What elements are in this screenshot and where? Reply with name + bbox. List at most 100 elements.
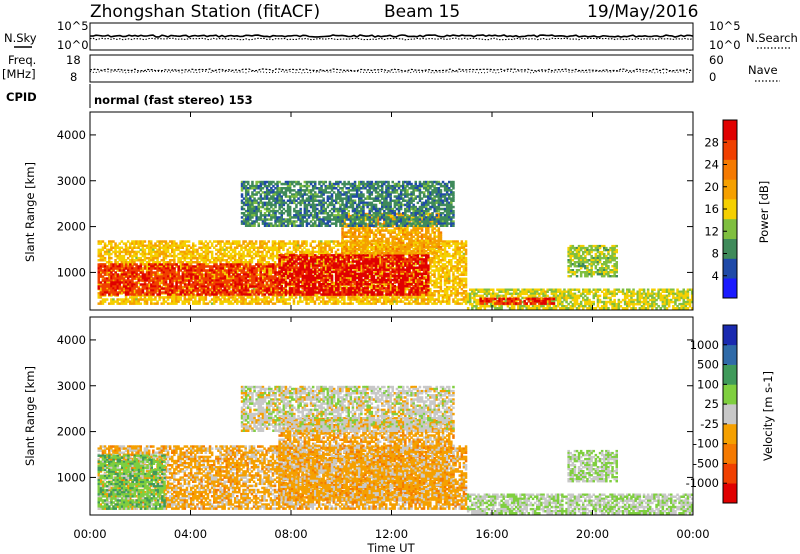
heatmap-cell	[110, 242, 113, 245]
heatmap-cell	[183, 242, 187, 245]
heatmap-cell	[269, 246, 273, 249]
heatmap-cell	[296, 246, 300, 249]
heatmap-cell	[429, 279, 432, 283]
heatmap-cell	[307, 259, 310, 262]
heatmap-cell	[368, 267, 371, 270]
heatmap-cell	[223, 293, 227, 296]
heatmap-cell	[233, 273, 237, 276]
heatmap-cell	[424, 302, 428, 305]
heatmap-cell	[99, 302, 103, 305]
heatmap-cell	[448, 298, 451, 301]
heatmap-cell	[450, 290, 453, 293]
heatmap-cell	[168, 252, 172, 256]
heatmap-cell	[282, 244, 285, 247]
heatmap-cell	[372, 256, 375, 260]
heatmap-cell	[412, 252, 415, 256]
heatmap-cell	[233, 254, 237, 258]
heatmap-cell	[269, 273, 273, 276]
heatmap-cell	[233, 252, 237, 256]
heatmap-cell	[162, 302, 166, 305]
heatmap-cell	[341, 265, 344, 268]
heatmap-cell	[275, 296, 279, 299]
heatmap-cell	[332, 242, 336, 245]
heatmap-cell	[393, 248, 396, 252]
heatmap-cell	[317, 250, 321, 254]
heatmap-cell	[370, 296, 373, 299]
heatmap-cell	[131, 263, 134, 266]
heatmap-cell	[223, 271, 226, 274]
heatmap-cell	[129, 302, 132, 305]
heatmap-cell	[311, 246, 315, 249]
heatmap-cell	[217, 250, 220, 254]
heatmap-cell	[445, 294, 449, 297]
heatmap-cell	[443, 263, 447, 266]
heatmap-cell	[366, 302, 369, 305]
heatmap-cell	[378, 256, 382, 260]
heatmap-cell	[183, 252, 187, 256]
heatmap-cell	[338, 296, 342, 299]
heatmap-cell	[231, 302, 235, 305]
heatmap-cell	[244, 246, 247, 249]
heatmap-cell	[158, 240, 161, 243]
heatmap-cell	[137, 302, 140, 305]
heatmap-cell	[414, 298, 417, 301]
heatmap-cell	[254, 240, 258, 243]
heatmap-cell	[420, 296, 424, 299]
heatmap-cell	[437, 298, 440, 301]
heatmap-cell	[238, 254, 241, 258]
heatmap-cell	[257, 254, 260, 258]
heatmap-cell	[292, 248, 296, 252]
heatmap-cell	[433, 283, 436, 287]
heatmap-cell	[152, 273, 155, 276]
heatmap-cell	[357, 300, 361, 303]
heatmap-cell	[147, 246, 151, 249]
heatmap-cell	[194, 267, 197, 270]
heatmap-cell	[324, 302, 327, 305]
heatmap-cell	[244, 300, 247, 303]
heatmap-cell	[202, 296, 205, 299]
heatmap-cell	[403, 256, 407, 260]
heatmap-cell	[395, 298, 398, 301]
heatmap-cell	[334, 250, 338, 254]
heatmap-cell	[301, 248, 304, 252]
heatmap-cell	[164, 283, 168, 286]
heatmap-cell	[406, 242, 409, 245]
heatmap-cell	[101, 259, 105, 262]
heatmap-cell	[112, 279, 115, 283]
heatmap-cell	[227, 283, 231, 287]
heatmap-cell	[217, 271, 220, 274]
heatmap-cell	[441, 290, 445, 293]
heatmap-cell	[280, 296, 283, 299]
heatmap-cell	[181, 252, 184, 256]
heatmap-cell	[248, 248, 252, 252]
heatmap-cell	[282, 240, 285, 243]
heatmap-cell	[198, 281, 201, 285]
heatmap-cell	[189, 256, 193, 260]
heatmap-cell	[192, 252, 195, 256]
heatmap-cell	[406, 281, 409, 285]
heatmap-cell	[309, 298, 312, 301]
heatmap-cell	[420, 300, 424, 303]
heatmap-cell	[445, 240, 449, 243]
heatmap-cell	[414, 269, 417, 272]
heatmap-cell	[322, 261, 325, 264]
heatmap-cell	[424, 275, 428, 278]
heatmap-cell	[162, 298, 166, 301]
heatmap-cell	[198, 296, 201, 299]
heatmap-cell	[397, 244, 401, 247]
heatmap-cell	[414, 281, 417, 285]
heatmap-cell	[101, 246, 105, 249]
heatmap-cell	[124, 252, 128, 256]
heatmap-cell	[152, 261, 155, 264]
heatmap-cell	[141, 242, 145, 245]
heatmap-cell	[248, 261, 252, 264]
heatmap-cell	[246, 296, 249, 299]
heatmap-cell	[150, 256, 153, 260]
heatmap-cell	[183, 254, 187, 258]
heatmap-cell	[328, 298, 331, 301]
heatmap-cell	[250, 298, 254, 301]
heatmap-cell	[233, 296, 237, 299]
heatmap-cell	[196, 302, 199, 305]
heatmap-cell	[173, 294, 176, 297]
